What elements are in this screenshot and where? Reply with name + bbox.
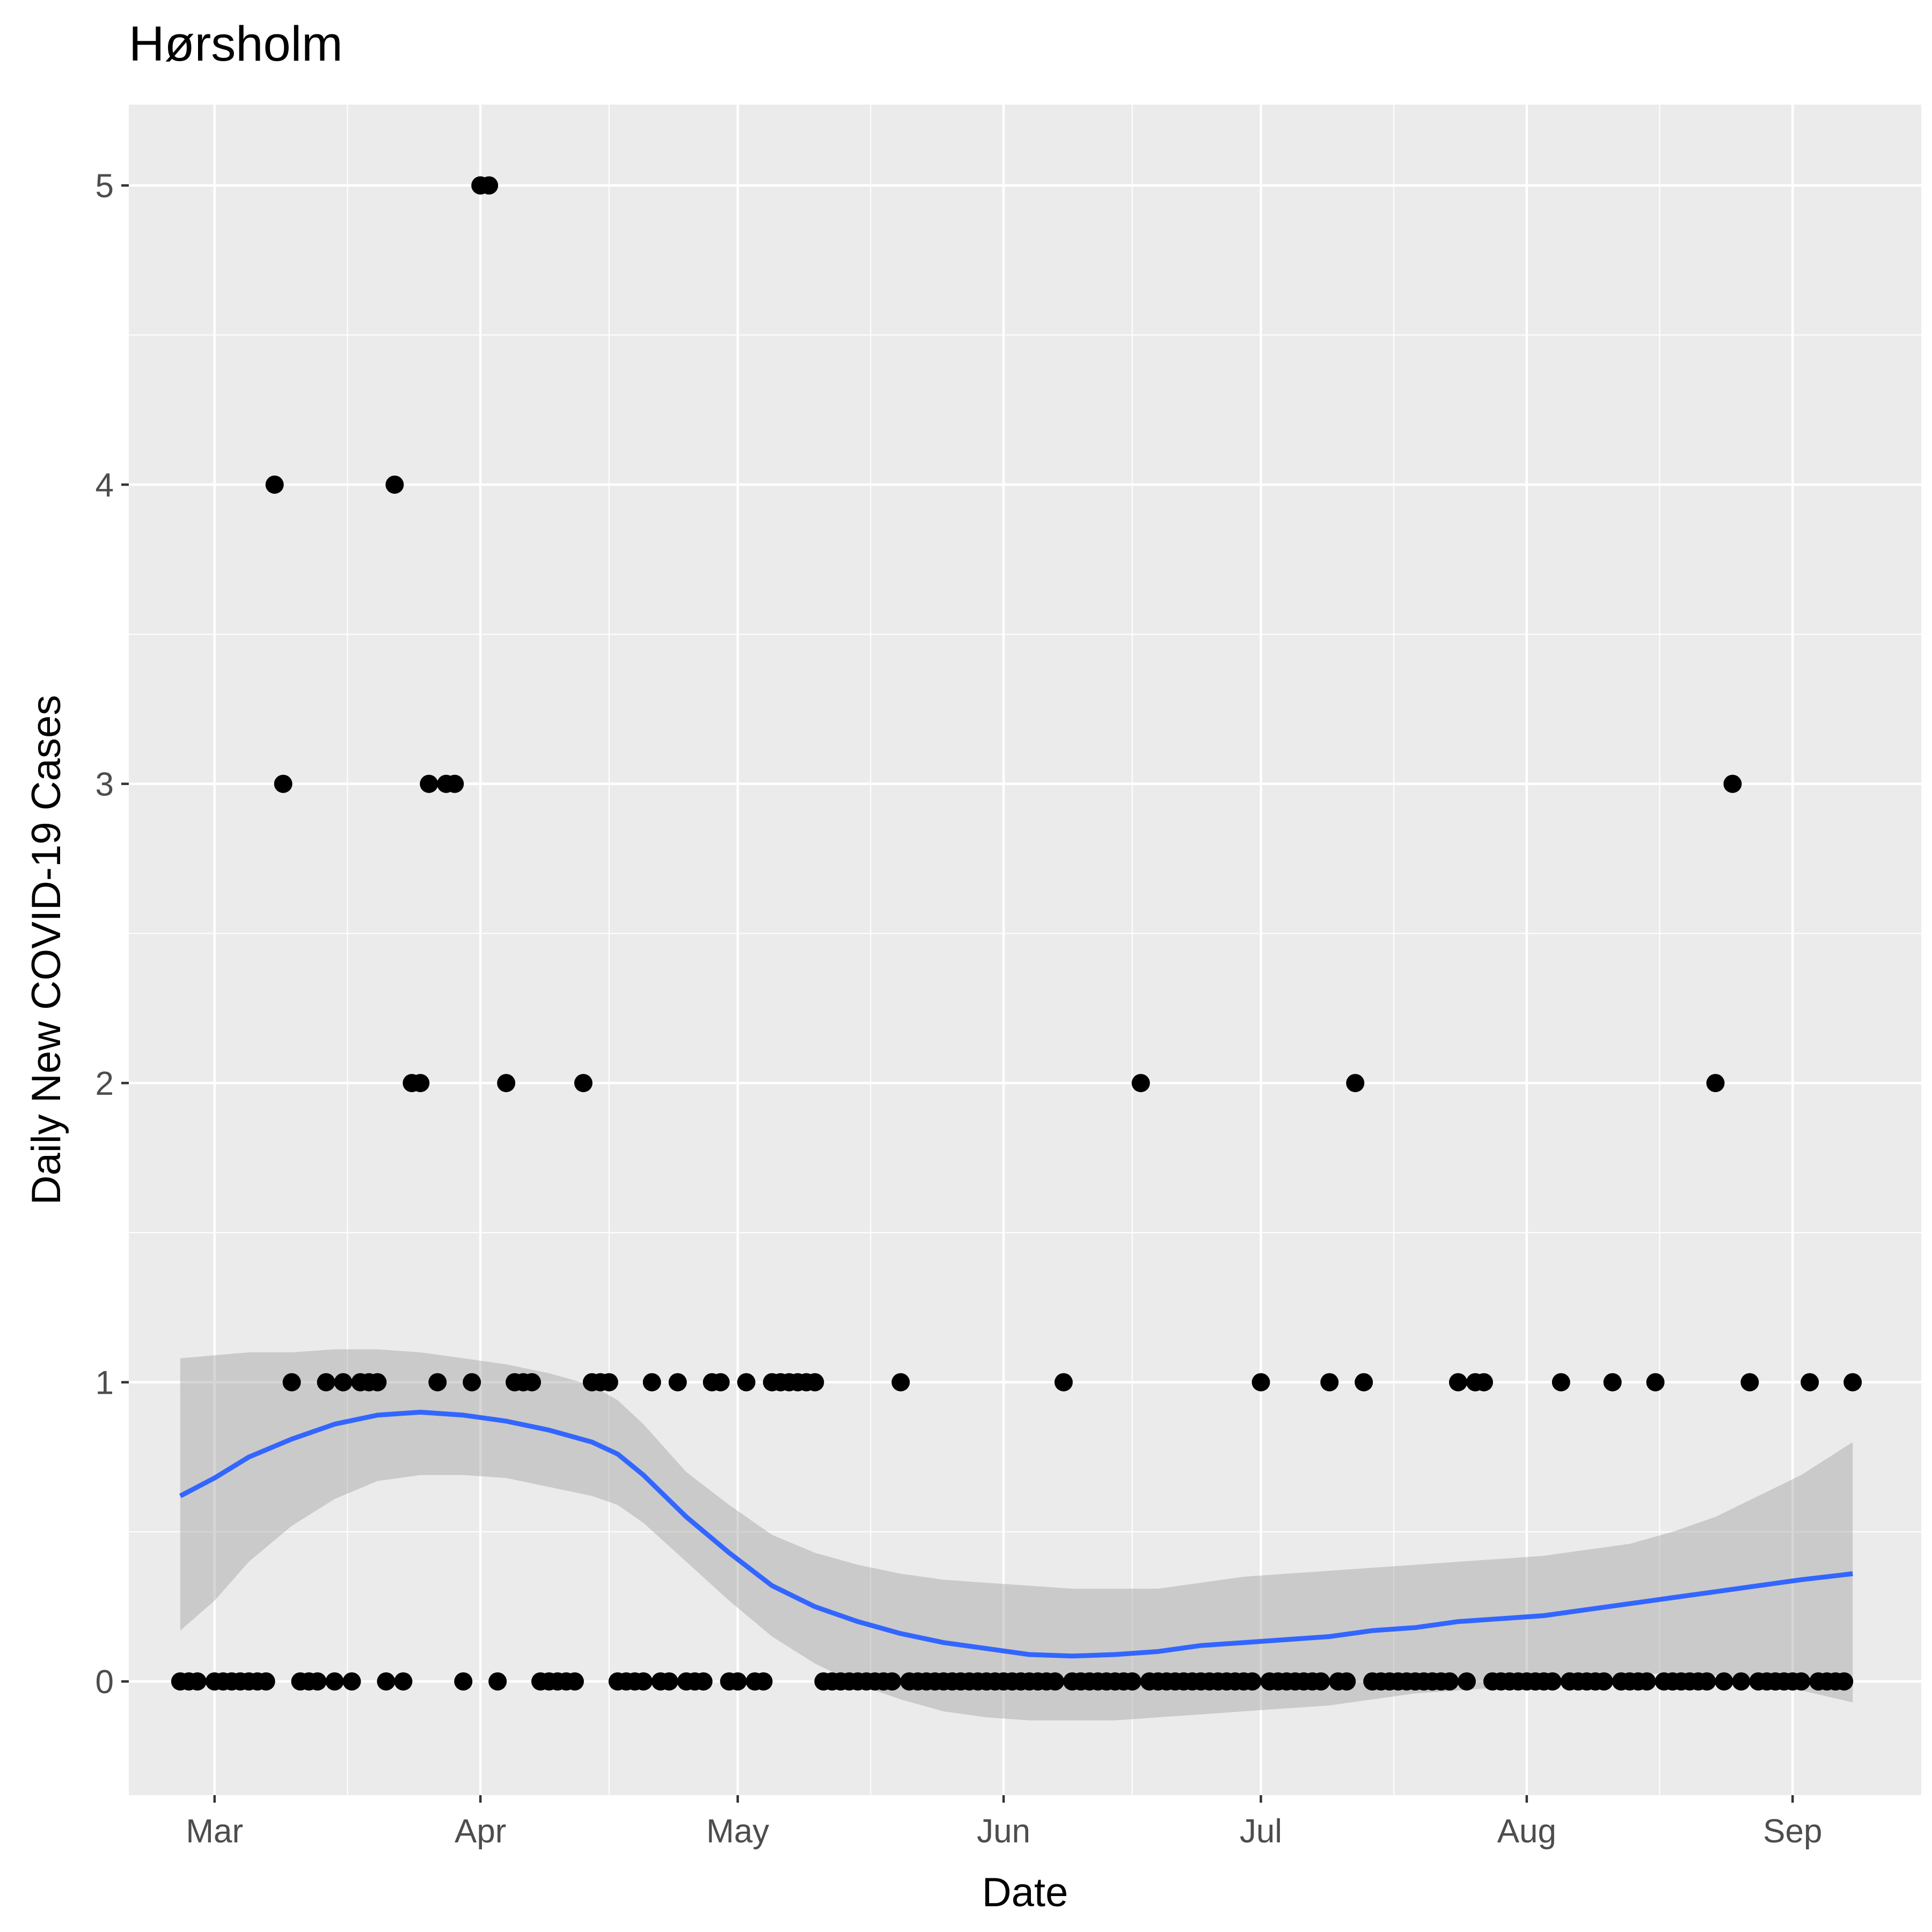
data-point bbox=[454, 1672, 473, 1691]
y-axis-title: Daily New COVID-19 Cases bbox=[24, 695, 69, 1205]
y-tick-label: 4 bbox=[96, 467, 114, 504]
data-point bbox=[377, 1672, 396, 1691]
data-point bbox=[1449, 1373, 1467, 1392]
data-point bbox=[394, 1672, 413, 1691]
data-point bbox=[1801, 1373, 1819, 1392]
y-tick-label: 1 bbox=[96, 1365, 114, 1402]
data-point bbox=[497, 1074, 516, 1093]
data-point bbox=[694, 1672, 713, 1691]
x-tick-label: Aug bbox=[1497, 1813, 1556, 1850]
data-point bbox=[1603, 1373, 1622, 1392]
data-point bbox=[660, 1672, 678, 1691]
x-tick-label: Jun bbox=[977, 1813, 1030, 1850]
chart-title: Hørsholm bbox=[129, 17, 343, 71]
data-point bbox=[1706, 1074, 1725, 1093]
data-point bbox=[1637, 1672, 1656, 1691]
data-point bbox=[420, 774, 438, 793]
data-point bbox=[806, 1373, 824, 1392]
data-point bbox=[480, 176, 499, 195]
data-point bbox=[188, 1672, 207, 1691]
data-point bbox=[1646, 1373, 1665, 1392]
data-point bbox=[325, 1672, 344, 1691]
data-point bbox=[1543, 1672, 1562, 1691]
data-point bbox=[488, 1672, 507, 1691]
data-point bbox=[317, 1373, 335, 1392]
data-point bbox=[385, 475, 404, 494]
data-point bbox=[1552, 1373, 1570, 1392]
data-point bbox=[1123, 1672, 1141, 1691]
data-point bbox=[1697, 1672, 1716, 1691]
data-point bbox=[891, 1373, 910, 1392]
data-point bbox=[1475, 1373, 1493, 1392]
data-point bbox=[599, 1373, 618, 1392]
data-point bbox=[1715, 1672, 1733, 1691]
data-point bbox=[883, 1672, 902, 1691]
data-point bbox=[1045, 1672, 1064, 1691]
data-point bbox=[274, 774, 292, 793]
data-point bbox=[711, 1373, 730, 1392]
data-point bbox=[1131, 1074, 1150, 1093]
data-point bbox=[1320, 1373, 1339, 1392]
data-point bbox=[1337, 1672, 1356, 1691]
x-axis: Mar Apr May Jun Jul Aug Sep bbox=[186, 1795, 1822, 1850]
data-point bbox=[737, 1373, 756, 1392]
y-axis: 0 1 2 3 4 5 bbox=[96, 168, 129, 1701]
data-point bbox=[308, 1672, 327, 1691]
data-point bbox=[1835, 1672, 1854, 1691]
data-point bbox=[1792, 1672, 1811, 1691]
x-tick-label: Mar bbox=[186, 1813, 243, 1850]
data-point bbox=[728, 1672, 747, 1691]
data-point bbox=[1346, 1074, 1365, 1093]
data-point bbox=[668, 1373, 687, 1392]
data-point bbox=[634, 1672, 653, 1691]
x-tick-label: Sep bbox=[1763, 1813, 1822, 1850]
y-tick-label: 3 bbox=[96, 766, 114, 803]
data-point bbox=[1355, 1373, 1373, 1392]
minor-gridlines bbox=[129, 105, 1921, 1795]
data-point bbox=[463, 1373, 481, 1392]
plot-panel bbox=[129, 105, 1921, 1795]
data-point bbox=[265, 475, 284, 494]
data-point bbox=[1458, 1672, 1476, 1691]
data-point bbox=[1252, 1373, 1270, 1392]
y-tick-label: 0 bbox=[96, 1664, 114, 1701]
data-point bbox=[428, 1373, 447, 1392]
confidence-band bbox=[180, 1349, 1853, 1721]
data-point bbox=[1243, 1672, 1262, 1691]
data-point bbox=[342, 1672, 361, 1691]
data-point bbox=[566, 1672, 584, 1691]
data-point bbox=[334, 1373, 353, 1392]
data-point bbox=[282, 1373, 301, 1392]
x-axis-title: Date bbox=[982, 1870, 1069, 1915]
y-tick-label: 5 bbox=[96, 168, 114, 205]
data-point bbox=[257, 1672, 275, 1691]
data-point bbox=[368, 1373, 387, 1392]
x-tick-label: May bbox=[706, 1813, 769, 1850]
smooth-line-layer bbox=[179, 1409, 1853, 1659]
data-point bbox=[1843, 1373, 1862, 1392]
data-points-layer bbox=[171, 176, 1862, 1691]
data-point bbox=[642, 1373, 661, 1392]
data-point bbox=[754, 1672, 773, 1691]
data-point bbox=[1440, 1672, 1459, 1691]
data-point bbox=[1732, 1672, 1751, 1691]
smooth-trend-line bbox=[179, 1409, 1853, 1659]
data-point bbox=[1740, 1373, 1759, 1392]
data-point bbox=[523, 1373, 541, 1392]
data-point bbox=[1312, 1672, 1330, 1691]
data-point bbox=[411, 1074, 430, 1093]
data-point bbox=[1054, 1373, 1073, 1392]
data-point bbox=[574, 1074, 592, 1093]
data-point bbox=[1723, 774, 1742, 793]
data-point bbox=[445, 774, 464, 793]
y-tick-label: 2 bbox=[96, 1065, 114, 1102]
x-tick-label: Apr bbox=[455, 1813, 506, 1850]
confidence-band-layer bbox=[180, 1349, 1853, 1721]
x-tick-label: Jul bbox=[1240, 1813, 1282, 1850]
data-point bbox=[1594, 1672, 1613, 1691]
